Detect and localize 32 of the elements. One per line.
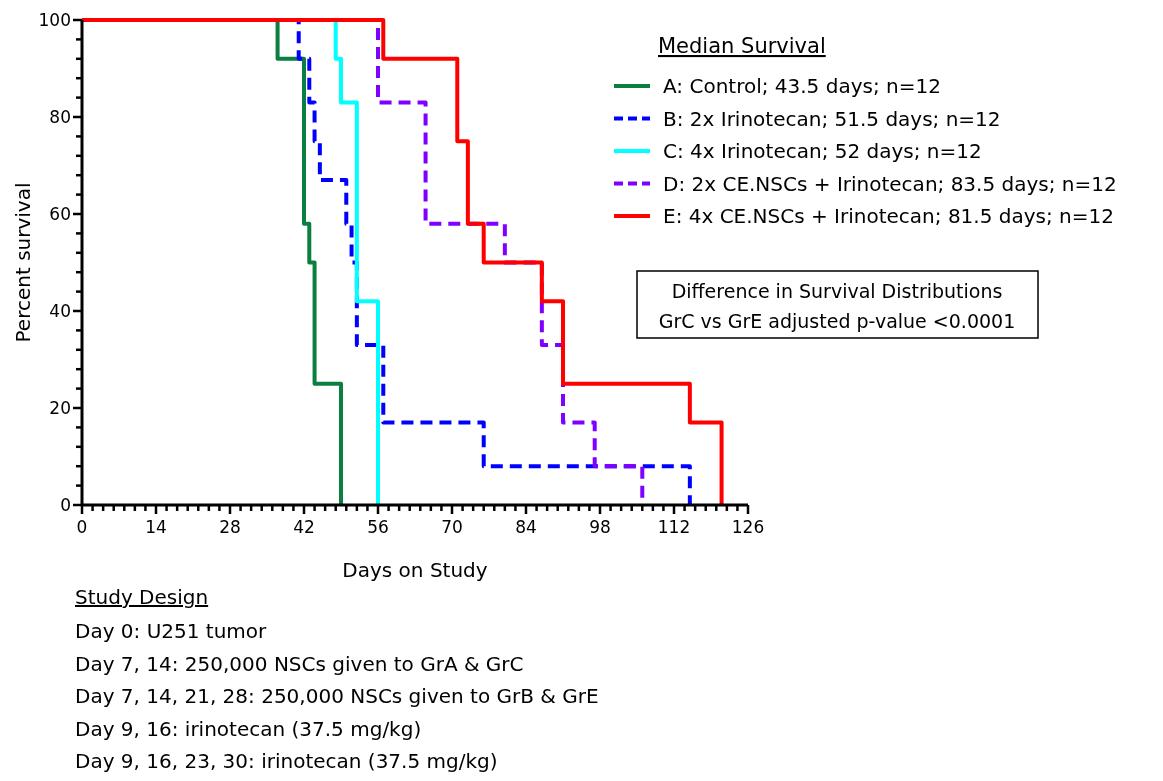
text: Day 0: U251 tumor — [75, 619, 268, 643]
x-tick-label: 112 — [657, 517, 691, 537]
y-tick-label: 0 — [60, 494, 71, 515]
x-tick-label: 0 — [76, 517, 88, 537]
text: Day 9, 16, 23, 30: irinotecan (37.5 mg/kg) — [75, 749, 498, 773]
legend-label: B: 2x Irinotecan; 51.5 days; n=12 — [663, 106, 1001, 131]
legend-label: C: 4x Irinotecan; 52 days; n=12 — [663, 139, 982, 163]
y-tick-label: 80 — [49, 106, 71, 127]
text: Study Design — [75, 585, 209, 609]
x-tick-label: 56 — [367, 517, 389, 537]
x-tick-label: 126 — [731, 517, 765, 537]
y-tick-label: 40 — [49, 300, 71, 321]
y-tick-label: 60 — [49, 203, 71, 224]
legend-title: Median Survival — [658, 34, 826, 58]
x-axis-title: Days on Study — [342, 558, 488, 582]
x-tick-label: 42 — [293, 517, 315, 537]
x-tick-label: 14 — [145, 517, 167, 537]
annotation: GrC vs GrE adjusted p-value <0.0001 — [658, 310, 1016, 332]
x-tick-label: 84 — [515, 517, 537, 537]
annotation: Difference in Survival Distributions — [671, 280, 1003, 302]
x-tick-label: 70 — [441, 517, 463, 537]
x-tick-label: 28 — [219, 517, 241, 537]
text: Day 7, 14: 250,000 NSCs given to GrA & GrC — [75, 651, 524, 676]
legend-label: A: Control; 43.5 days; n=12 — [663, 74, 941, 98]
y-tick-label: 100 — [38, 9, 71, 30]
x-tick-label: 98 — [589, 517, 611, 537]
text: Day 7, 14, 21, 28: 250,000 NSCs given to GrB & GrE — [75, 684, 599, 708]
text: Day 9, 16: irinotecan (37.5 mg/kg) — [75, 716, 422, 741]
y-axis-title: Percent survival — [11, 182, 35, 343]
legend-label: E: 4x CE.NSCs + Irinotecan; 81.5 days; n=12 — [663, 204, 1114, 228]
legend-label: D: 2x CE.NSCs + Irinotecan; 83.5 days; n=12 — [663, 171, 1117, 196]
y-tick-label: 20 — [49, 397, 71, 418]
